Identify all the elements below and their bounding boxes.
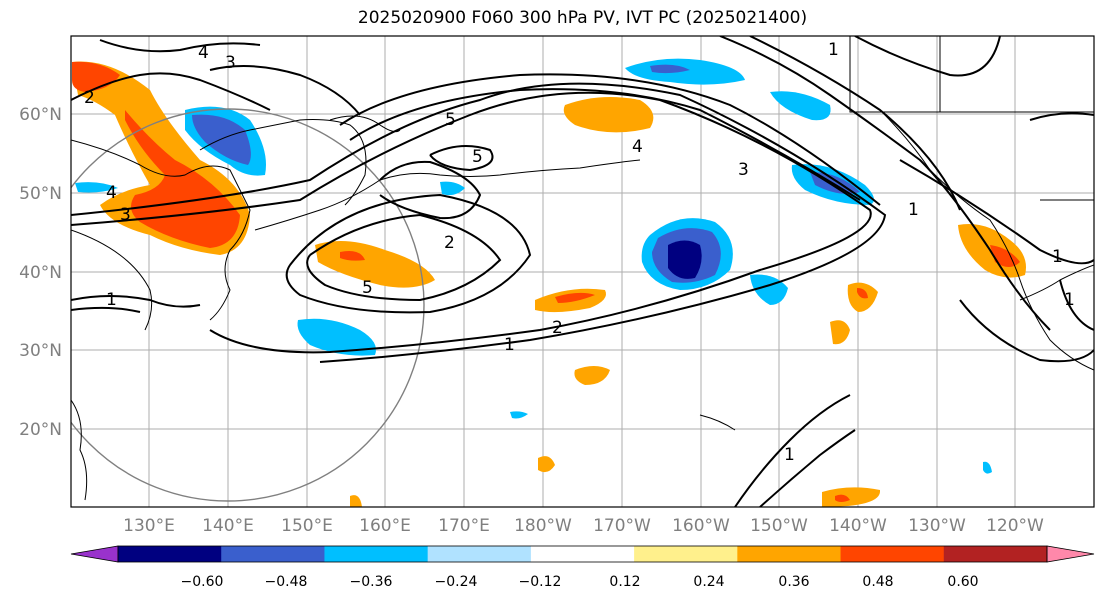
strong-positive-170w — [555, 292, 595, 303]
lon-tick-label: 130°E — [123, 516, 175, 536]
map-title: 2025020900 F060 300 hPa PV, IVT PC (2025… — [357, 8, 808, 28]
colorbar-segment — [943, 546, 1048, 562]
contour-label: 1 — [1052, 247, 1063, 267]
ivt-contours — [71, 36, 1094, 507]
lat-tick-label: 30°N — [19, 341, 62, 361]
lon-tick-label: 120°W — [986, 516, 1044, 536]
strong-negative-okhotsk — [192, 114, 251, 165]
colorbar-segment — [118, 546, 222, 562]
contour-label: 2 — [444, 233, 455, 253]
contour-label: 1 — [784, 445, 795, 465]
negative-anomaly-bering — [625, 58, 745, 85]
colorbar-segment — [427, 546, 532, 562]
strong-positive-160e — [340, 251, 365, 261]
map-frame — [70, 35, 1095, 508]
lon-tick-label: 150°E — [281, 516, 333, 536]
negative-anomaly-small-1 — [510, 411, 528, 419]
negative-anomaly-small-3 — [770, 91, 831, 121]
contour-label: 2 — [552, 318, 563, 338]
negative-anomaly-small-4 — [440, 181, 465, 196]
colorbar-segment — [221, 546, 325, 562]
colorbar-tick-label: −0.36 — [350, 574, 393, 590]
negative-anomaly-150e — [297, 318, 376, 356]
contour-label: 3 — [738, 160, 749, 180]
lon-tick-label: 140°E — [202, 516, 254, 536]
lon-tick-label: 140°W — [829, 516, 887, 536]
lon-tick-label: 130°W — [908, 516, 966, 536]
strong-negative-160w — [668, 240, 702, 279]
contour-labels: 4 3 2 1 5 5 4 3 1 2 5 2 1 1 1 1 4 3 1 — [84, 40, 1075, 465]
contour-label: 1 — [908, 200, 919, 220]
lon-tick-label: 170°E — [438, 516, 490, 536]
lat-tick-label: 60°N — [19, 105, 62, 125]
contour-label: 2 — [84, 88, 95, 108]
contour-label: 4 — [106, 183, 117, 203]
colorbar-segment — [840, 546, 945, 562]
positive-anomaly-small-1 — [538, 456, 555, 473]
positive-anomaly-145w — [830, 320, 850, 345]
colorbar-tick-label: 0.36 — [778, 574, 809, 590]
colorbar-segment — [324, 546, 429, 562]
latitude-ticks: 60°N 50°N 40°N 30°N 20°N — [19, 105, 62, 440]
colorbar-tick-label: −0.12 — [519, 574, 562, 590]
colorbar-extend-low — [70, 545, 119, 563]
colorbar-outline — [117, 545, 1048, 563]
strong-positive-japan — [125, 110, 240, 248]
negative-anomaly-west — [75, 182, 118, 193]
colorbar-extend-high — [1046, 545, 1095, 563]
colorbar-segment — [530, 546, 635, 562]
contour-label: 1 — [828, 40, 839, 60]
lat-tick-label: 20°N — [19, 420, 62, 440]
contour-label: 1 — [504, 335, 515, 355]
contour-label: 5 — [472, 147, 483, 167]
coastlines — [71, 36, 1094, 501]
positive-anomaly-small-2 — [350, 495, 362, 507]
colorbar — [70, 545, 1095, 563]
contour-label: 4 — [198, 43, 209, 63]
colorbar-tick-label: −0.60 — [181, 574, 224, 590]
contour-label: 3 — [120, 205, 131, 225]
colorbar-tick-label: 0.12 — [609, 574, 640, 590]
lon-tick-label: 160°W — [672, 516, 730, 536]
contour-label: 5 — [362, 278, 373, 298]
positive-anomaly-south — [822, 487, 881, 507]
contour-label: 3 — [225, 53, 236, 73]
colorbar-segment — [634, 546, 738, 562]
colorbar-tick-label: 0.60 — [947, 574, 978, 590]
colorbar-tick-label: −0.48 — [265, 574, 308, 590]
colorbar-ticks: −0.60 −0.48 −0.36 −0.24 −0.12 0.12 0.24 … — [181, 574, 979, 590]
lon-tick-label: 160°E — [359, 516, 411, 536]
lat-tick-label: 50°N — [19, 184, 62, 204]
longitude-ticks: 130°E 140°E 150°E 160°E 170°E 180°W 170°… — [123, 516, 1044, 536]
positive-anomaly-180 — [563, 96, 654, 133]
contour-label: 1 — [1064, 290, 1075, 310]
lat-tick-label: 40°N — [19, 263, 62, 283]
lon-tick-label: 180°W — [514, 516, 572, 536]
strong-positive-140w — [857, 288, 868, 299]
contour-label: 5 — [445, 110, 456, 130]
colorbar-tick-label: 0.48 — [862, 574, 893, 590]
lon-tick-label: 150°W — [750, 516, 808, 536]
negative-anomaly-small-2 — [983, 461, 992, 474]
range-circle — [71, 108, 425, 502]
contour-label: 1 — [106, 290, 117, 310]
colorbar-tick-label: 0.24 — [693, 574, 724, 590]
lon-tick-label: 170°W — [593, 516, 651, 536]
colorbar-tick-label: −0.24 — [435, 574, 478, 590]
positive-anomaly-subtropic — [574, 366, 610, 385]
contour-label: 4 — [632, 137, 643, 157]
shaded-anomalies — [72, 58, 1026, 507]
strong-negative-bering — [650, 64, 690, 74]
colorbar-segment — [737, 546, 842, 562]
strong-positive-south — [835, 494, 850, 502]
